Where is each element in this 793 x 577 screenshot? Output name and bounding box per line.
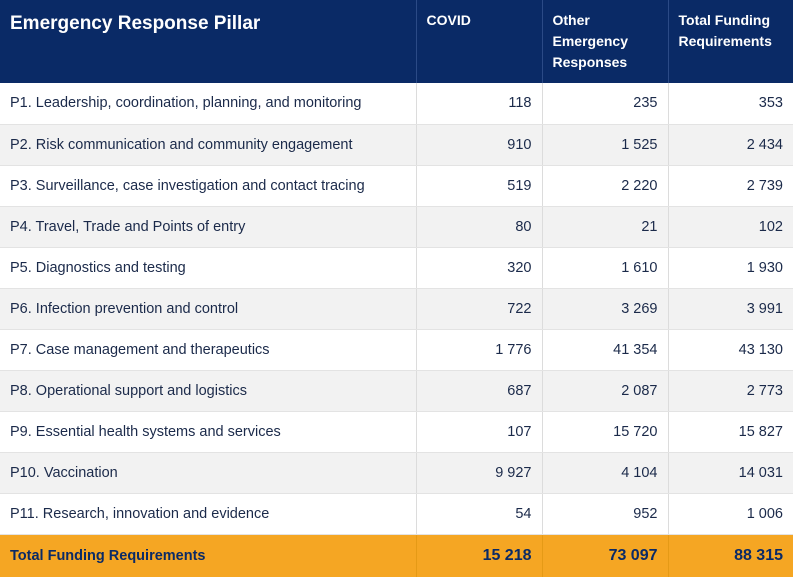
table-row: P9. Essential health systems and service… xyxy=(0,411,793,453)
total-cell: 1 006 xyxy=(668,493,793,535)
other-responses-cell: 952 xyxy=(542,493,669,535)
other-responses-cell: 41 354 xyxy=(542,329,669,371)
other-responses-cell: 4 104 xyxy=(542,452,669,494)
column-header-other-responses: Other Emergency Responses xyxy=(542,0,669,83)
other-responses-cell: 2 087 xyxy=(542,370,669,412)
covid-cell: 687 xyxy=(416,370,543,412)
column-header-other-line: Other xyxy=(552,12,590,28)
total-funding: 88 315 xyxy=(668,534,793,577)
table-row: P2. Risk communication and community eng… xyxy=(0,124,793,166)
total-row: Total Funding Requirements 15 218 73 097… xyxy=(0,534,793,577)
pillar-cell: P10. Vaccination xyxy=(0,452,417,494)
covid-cell: 320 xyxy=(416,247,543,289)
other-responses-cell: 1 610 xyxy=(542,247,669,289)
pillar-cell: P11. Research, innovation and evidence xyxy=(0,493,417,535)
other-responses-cell: 15 720 xyxy=(542,411,669,453)
table-row: P11. Research, innovation and evidence 54… xyxy=(0,493,793,535)
total-cell: 2 773 xyxy=(668,370,793,412)
covid-cell: 107 xyxy=(416,411,543,453)
table-row: P4. Travel, Trade and Points of entry 80 2… xyxy=(0,206,793,248)
total-cell: 3 991 xyxy=(668,288,793,330)
pillar-cell: P8. Operational support and logistics xyxy=(0,370,417,412)
covid-cell: 910 xyxy=(416,124,543,166)
pillar-cell: P2. Risk communication and community eng… xyxy=(0,124,417,166)
column-header-pillar-line: Emergency Response Pillar xyxy=(10,13,261,34)
total-cell: 1 930 xyxy=(668,247,793,289)
total-row-label: Total Funding Requirements xyxy=(0,534,417,577)
other-responses-cell: 2 220 xyxy=(542,165,669,207)
column-header-other-line: Emergency xyxy=(552,33,628,49)
covid-cell: 722 xyxy=(416,288,543,330)
table-row: P6. Infection prevention and control 722 3… xyxy=(0,288,793,330)
other-responses-cell: 3 269 xyxy=(542,288,669,330)
pillar-cell: P6. Infection prevention and control xyxy=(0,288,417,330)
column-header-other-line: Responses xyxy=(552,54,628,70)
other-responses-cell: 235 xyxy=(542,83,669,125)
total-other-responses: 73 097 xyxy=(542,534,669,577)
other-responses-cell: 21 xyxy=(542,206,669,248)
covid-cell: 118 xyxy=(416,83,543,125)
total-covid: 15 218 xyxy=(416,534,543,577)
total-cell: 102 xyxy=(668,206,793,248)
header-row: Emergency Response Pillar COVID Other Em… xyxy=(0,0,793,83)
column-header-covid: COVID xyxy=(416,0,543,83)
table-row: P8. Operational support and logistics 687… xyxy=(0,370,793,412)
total-cell: 15 827 xyxy=(668,411,793,453)
covid-cell: 9 927 xyxy=(416,452,543,494)
other-responses-cell: 1 525 xyxy=(542,124,669,166)
total-cell: 14 031 xyxy=(668,452,793,494)
pillar-cell: P9. Essential health systems and service… xyxy=(0,411,417,453)
table-row: P10. Vaccination 9 927 4 104 14 031 xyxy=(0,452,793,494)
total-cell: 2 739 xyxy=(668,165,793,207)
covid-cell: 54 xyxy=(416,493,543,535)
column-header-pillar: Emergency Response Pillar xyxy=(0,0,417,83)
total-cell: 43 130 xyxy=(668,329,793,371)
table-row: P5. Diagnostics and testing 320 1 610 1 930 xyxy=(0,247,793,289)
table-row: P3. Surveillance, case investigation and… xyxy=(0,165,793,207)
total-cell: 353 xyxy=(668,83,793,125)
covid-cell: 519 xyxy=(416,165,543,207)
covid-cell: 80 xyxy=(416,206,543,248)
pillar-cell: P1. Leadership, coordination, planning, … xyxy=(0,83,417,125)
total-cell: 2 434 xyxy=(668,124,793,166)
column-header-total-line: Total Funding xyxy=(678,12,771,28)
table-row: P7. Case management and therapeutics 1 77… xyxy=(0,329,793,371)
column-header-total: Total Funding Requirements xyxy=(668,0,793,83)
pillar-cell: P5. Diagnostics and testing xyxy=(0,247,417,289)
pillar-cell: P4. Travel, Trade and Points of entry xyxy=(0,206,417,248)
pillar-cell: P3. Surveillance, case investigation and… xyxy=(0,165,417,207)
table-body: P1. Leadership, coordination, planning, … xyxy=(0,83,793,535)
pillar-cell: P7. Case management and therapeutics xyxy=(0,329,417,371)
table-row: P1. Leadership, coordination, planning, … xyxy=(0,83,793,125)
column-header-total-line: Requirements xyxy=(678,33,772,49)
column-header-covid-line: COVID xyxy=(426,12,471,28)
covid-cell: 1 776 xyxy=(416,329,543,371)
